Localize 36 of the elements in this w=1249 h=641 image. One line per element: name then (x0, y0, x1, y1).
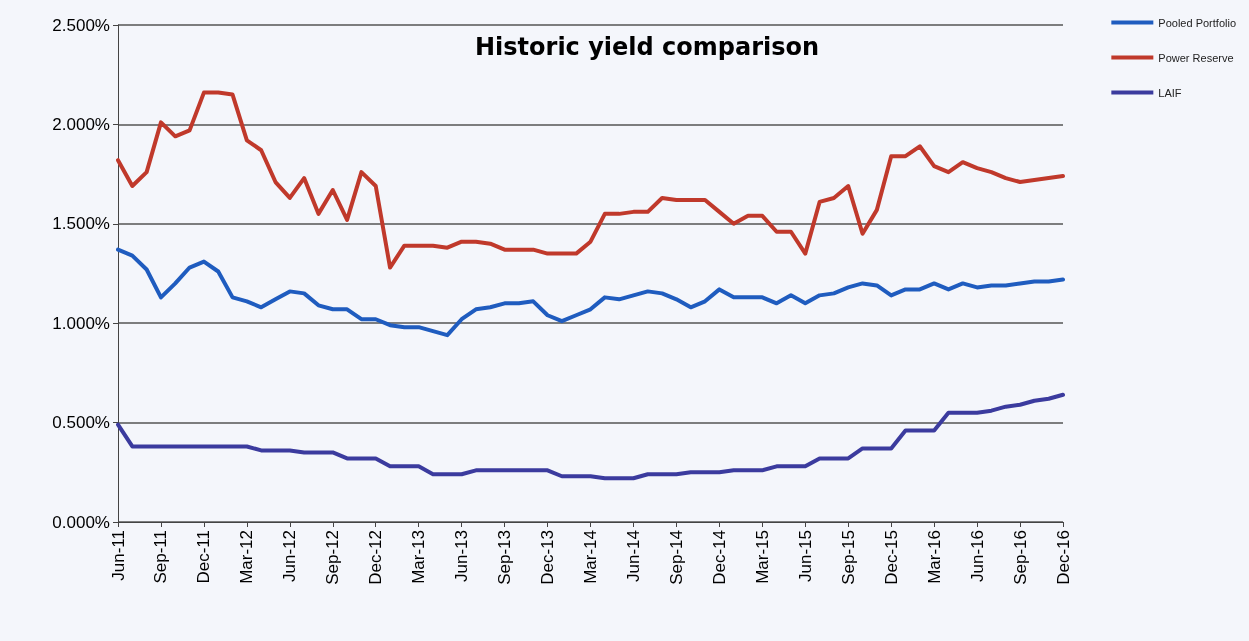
x-tick-label: Sep-11 (151, 530, 171, 584)
x-tick-label: Dec-15 (881, 530, 901, 585)
x-tick-label: Sep-15 (838, 530, 858, 585)
chart-title: Historic yield comparison (475, 33, 820, 61)
x-tick-label: Jun-12 (280, 530, 300, 582)
x-tick-label: Jun-16 (967, 530, 987, 582)
x-tick-label: Dec-11 (194, 530, 214, 584)
x-tick-label: Jun-14 (623, 530, 643, 582)
y-tick-label: 1.500% (52, 214, 110, 234)
y-tick-label: 1.000% (52, 313, 110, 333)
legend-label: Power Reserve (1158, 51, 1234, 64)
y-tick-label: 0.000% (52, 512, 110, 532)
y-tick-label: 2.000% (52, 114, 110, 134)
x-tick-label: Dec-14 (709, 530, 729, 585)
x-tick-label: Jun-13 (452, 530, 472, 582)
x-tick-label: Mar-14 (581, 530, 600, 584)
line-series (116, 392, 1065, 481)
x-tick-label: Mar-15 (752, 530, 772, 584)
x-tick-label: Jun-15 (795, 530, 815, 582)
x-tick-label: Mar-12 (237, 530, 257, 584)
x-tick-label: Dec-16 (1053, 530, 1073, 585)
x-tick-label: Sep-16 (1010, 530, 1030, 585)
legend-label: LAIF (1158, 86, 1182, 99)
x-tick-label: Mar-13 (409, 530, 429, 584)
x-tick-label: Jun-11 (108, 530, 128, 581)
legend-label: Pooled Portfolio (1158, 16, 1237, 29)
y-tick-label: 2.500% (52, 15, 110, 35)
x-tick-label: Mar-16 (924, 530, 944, 584)
x-tick-label: Sep-14 (666, 530, 686, 585)
line-series (116, 90, 1065, 270)
x-tick-label: Dec-12 (366, 530, 386, 585)
x-tick-label: Sep-12 (323, 530, 343, 585)
x-tick-label: Dec-13 (538, 530, 558, 585)
line-series (116, 247, 1065, 338)
y-tick-label: 0.500% (52, 413, 110, 433)
x-tick-label: Sep-13 (495, 530, 515, 585)
